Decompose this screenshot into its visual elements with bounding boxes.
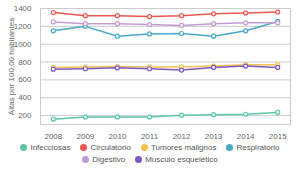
svg-text:1200: 1200 — [14, 22, 32, 31]
svg-text:Altas por 100.00 habitantes: Altas por 100.00 habitantes — [7, 18, 16, 115]
html-text:Digestivo: Digestivo — [92, 155, 126, 164]
svg-text:800: 800 — [18, 58, 32, 67]
html-text:Músculo esquelético: Músculo esquelético — [145, 155, 218, 164]
html-text:Infecciosas: Infecciosas — [30, 143, 71, 152]
svg-text:200: 200 — [18, 111, 32, 120]
svg-text:2014: 2014 — [237, 132, 255, 141]
svg-text:400: 400 — [18, 93, 32, 102]
html-text:Respiratorio: Respiratorio — [236, 143, 280, 152]
html-text:Tumores malignos: Tumores malignos — [150, 143, 217, 152]
svg-text:2010: 2010 — [109, 132, 127, 141]
svg-text:2011: 2011 — [141, 132, 159, 141]
html-text:Circulatorio: Circulatorio — [90, 143, 131, 152]
svg-text:2012: 2012 — [173, 132, 191, 141]
svg-text:1400: 1400 — [14, 4, 32, 13]
svg-text:2013: 2013 — [205, 132, 223, 141]
svg-text:600: 600 — [18, 75, 32, 84]
svg-text:2008: 2008 — [44, 132, 62, 141]
svg-text:2009: 2009 — [76, 132, 94, 141]
svg-text:1000: 1000 — [14, 40, 32, 49]
svg-text:2015: 2015 — [269, 132, 287, 141]
